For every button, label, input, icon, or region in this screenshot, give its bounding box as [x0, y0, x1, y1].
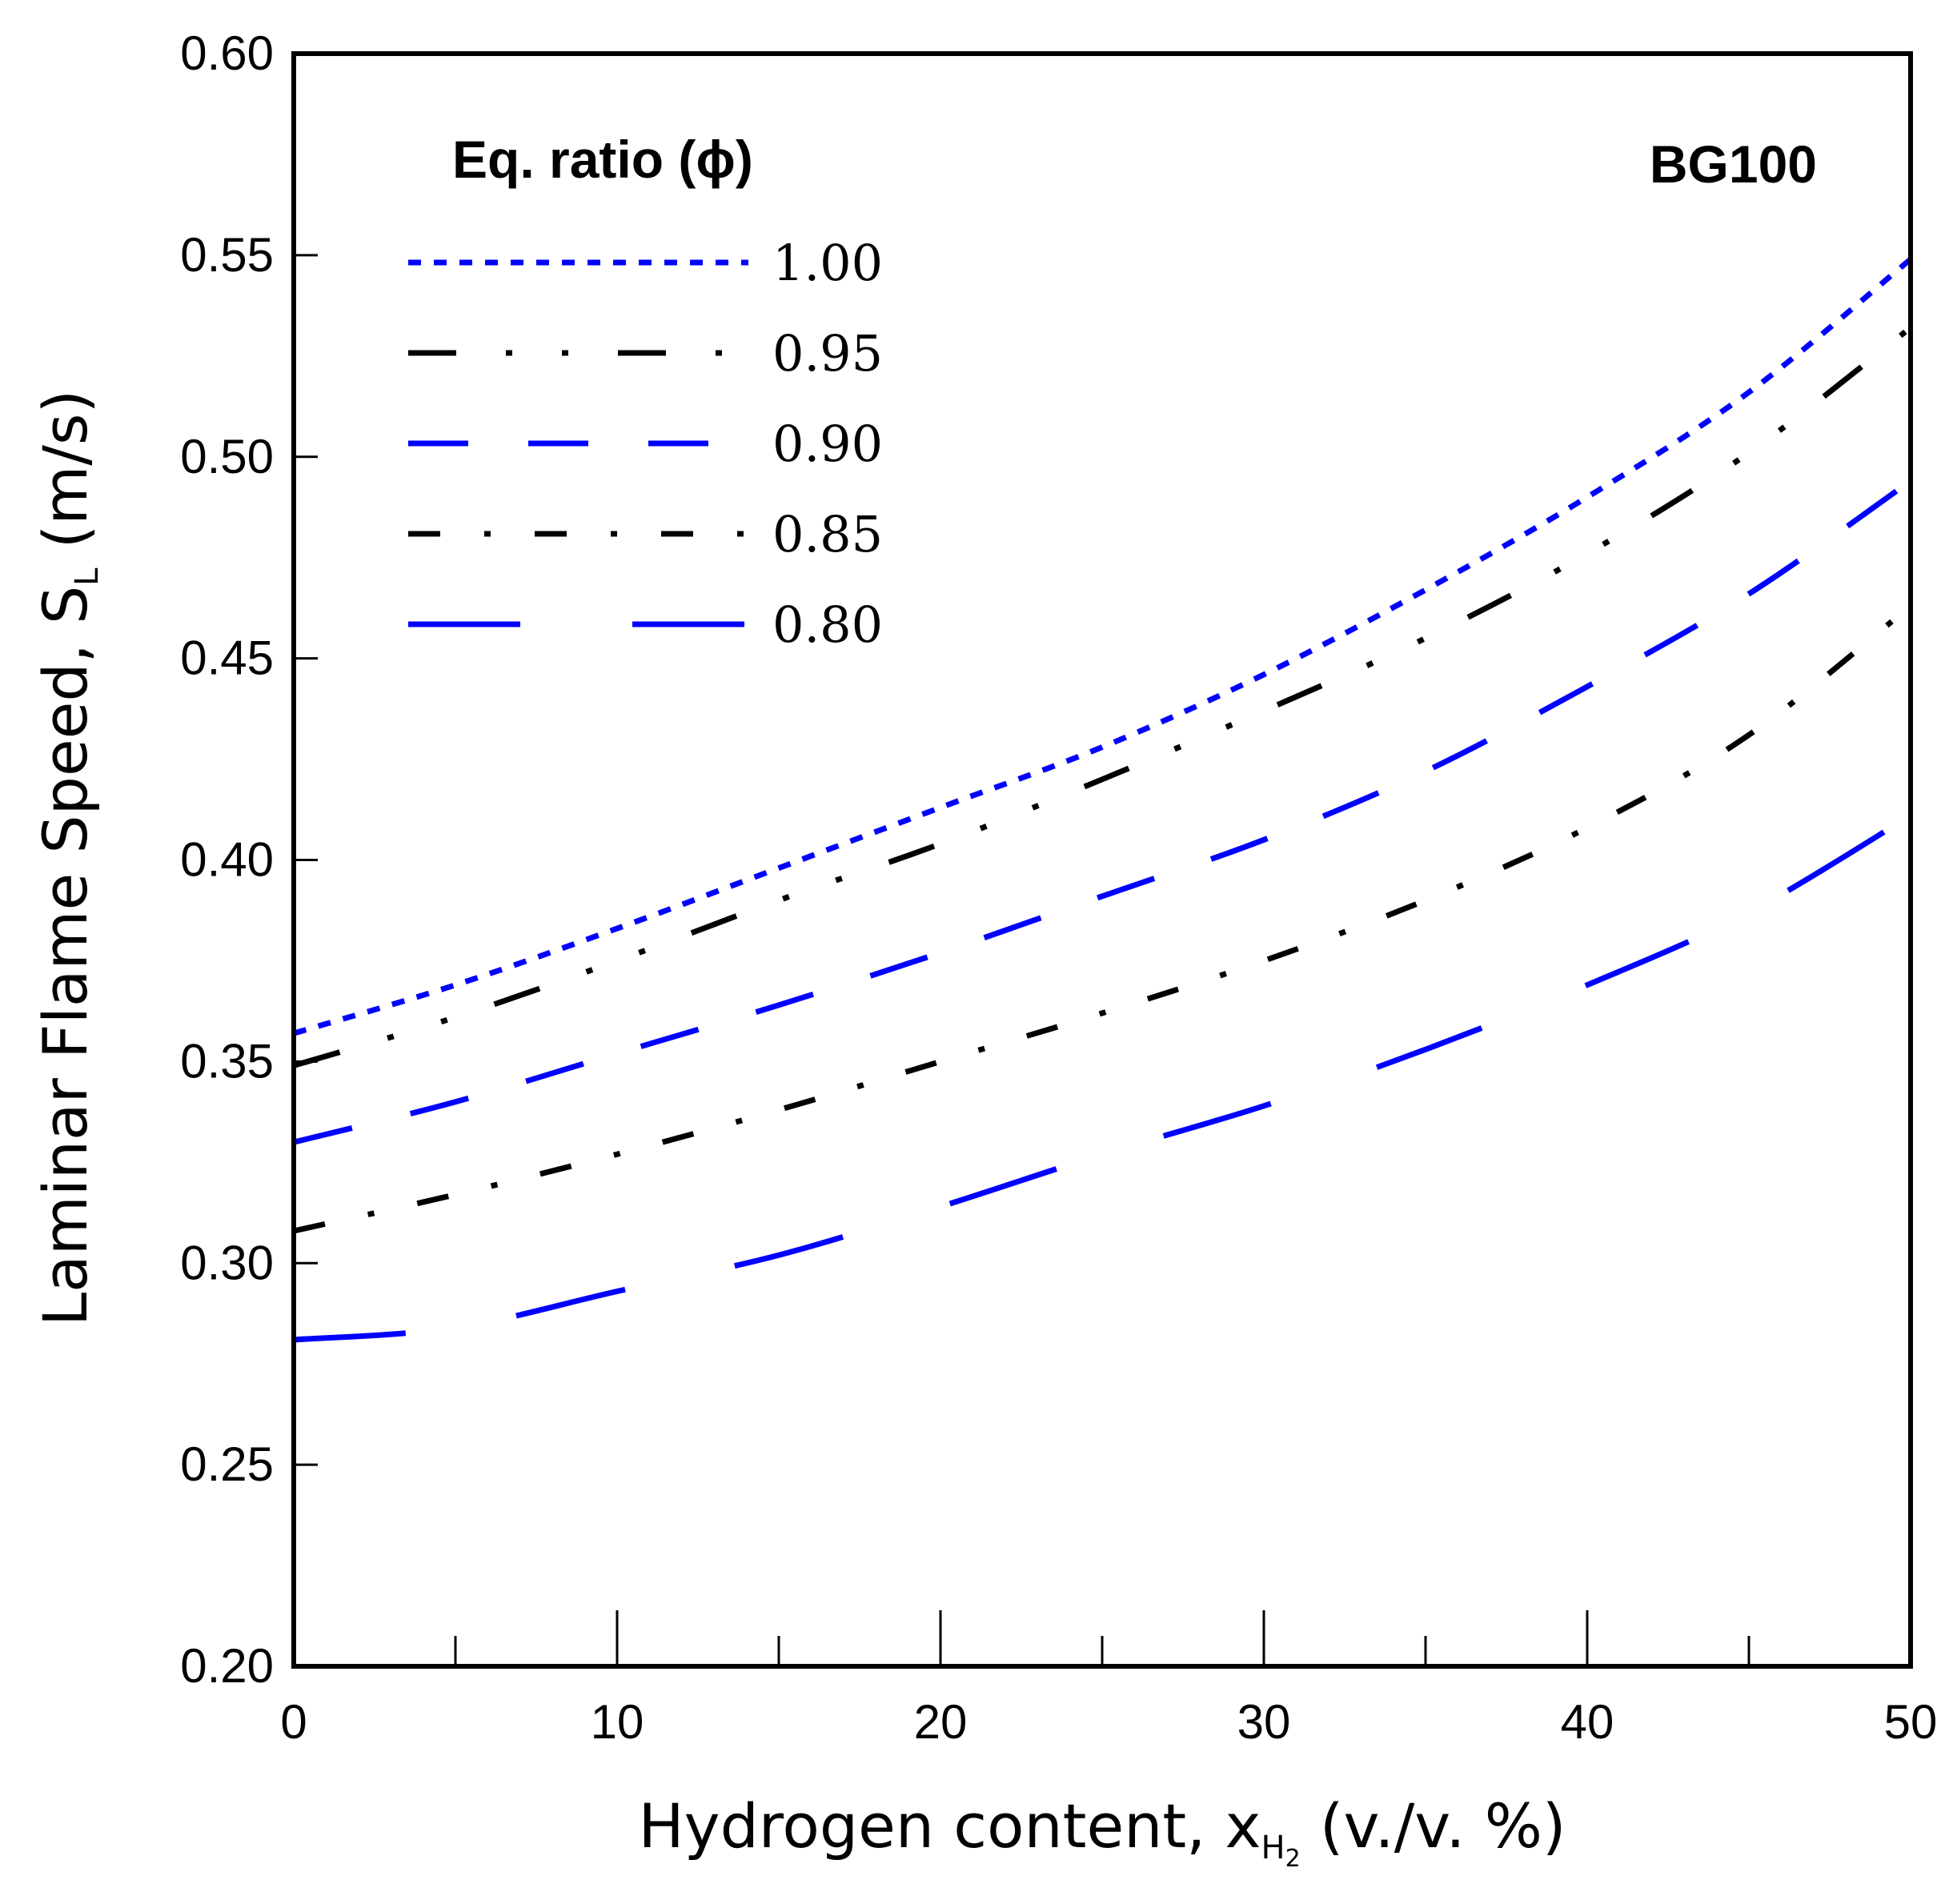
x-axis-title-sub: H	[1261, 1830, 1285, 1866]
legend-title: Eq. ratio (ϕ)	[452, 130, 753, 189]
legend-label-0-80: 0.80	[772, 595, 883, 654]
x-axis-title-suffix: (v./v. %)	[1301, 1790, 1566, 1862]
plot-frame	[291, 51, 1913, 1669]
tick-label-layer: 0 10 20 30 40 50 0.20 0.25 0.30 0.35 0.40 0.45 0.50 0…	[180, 26, 1937, 1749]
series-line-1-00	[292, 257, 1913, 1036]
y-tick-label: 0.45	[180, 631, 274, 685]
series-line-0-90	[293, 479, 1913, 1145]
series-line-0-80	[293, 813, 1912, 1343]
legend-label-0-85: 0.85	[772, 505, 883, 563]
x-tick-label: 10	[591, 1695, 644, 1749]
y-tick-label: 0.25	[180, 1437, 274, 1491]
y-tick-label: 0.55	[180, 228, 274, 282]
series-line-0-85	[293, 603, 1913, 1234]
y-tick-label: 0.40	[180, 833, 274, 887]
tick-layer	[292, 52, 1912, 1668]
y-tick-label: 0.35	[180, 1034, 274, 1088]
series-layer	[292, 257, 1913, 1343]
x-axis-title: Hydrogen content, xH2 (v./v. %)	[638, 1790, 1566, 1873]
y-tick-label: 0.20	[180, 1639, 274, 1693]
y-tick-label: 0.50	[180, 430, 274, 483]
y-tick-label: 0.30	[180, 1236, 274, 1289]
y-axis-title-suffix: (m/s)	[30, 390, 101, 568]
y-tick-label: 0.60	[180, 26, 274, 80]
legend-label-0-95: 0.95	[772, 324, 883, 383]
x-tick-label: 40	[1561, 1695, 1614, 1749]
x-tick-label: 50	[1884, 1695, 1938, 1749]
y-axis-title-sub: L	[69, 567, 106, 586]
x-axis-title-subsub: 2	[1285, 1845, 1301, 1873]
legend: 1.00 0.95 0.90 0.85 0.80	[408, 234, 883, 654]
legend-label-1-00: 1.00	[772, 234, 883, 292]
annotation-label: BG100	[1650, 134, 1817, 194]
series-line-0-95	[292, 325, 1913, 1068]
x-axis-title-prefix: Hydrogen content, x	[638, 1790, 1261, 1862]
y-axis-title-prefix: Laminar Flame Speed, S	[30, 586, 101, 1326]
x-tick-label: 20	[914, 1695, 968, 1749]
legend-label-0-90: 0.90	[772, 415, 883, 473]
y-axis-title: Laminar Flame Speed, SL (m/s)	[30, 390, 106, 1326]
x-tick-label: 30	[1237, 1695, 1291, 1749]
x-tick-label: 0	[280, 1695, 307, 1749]
